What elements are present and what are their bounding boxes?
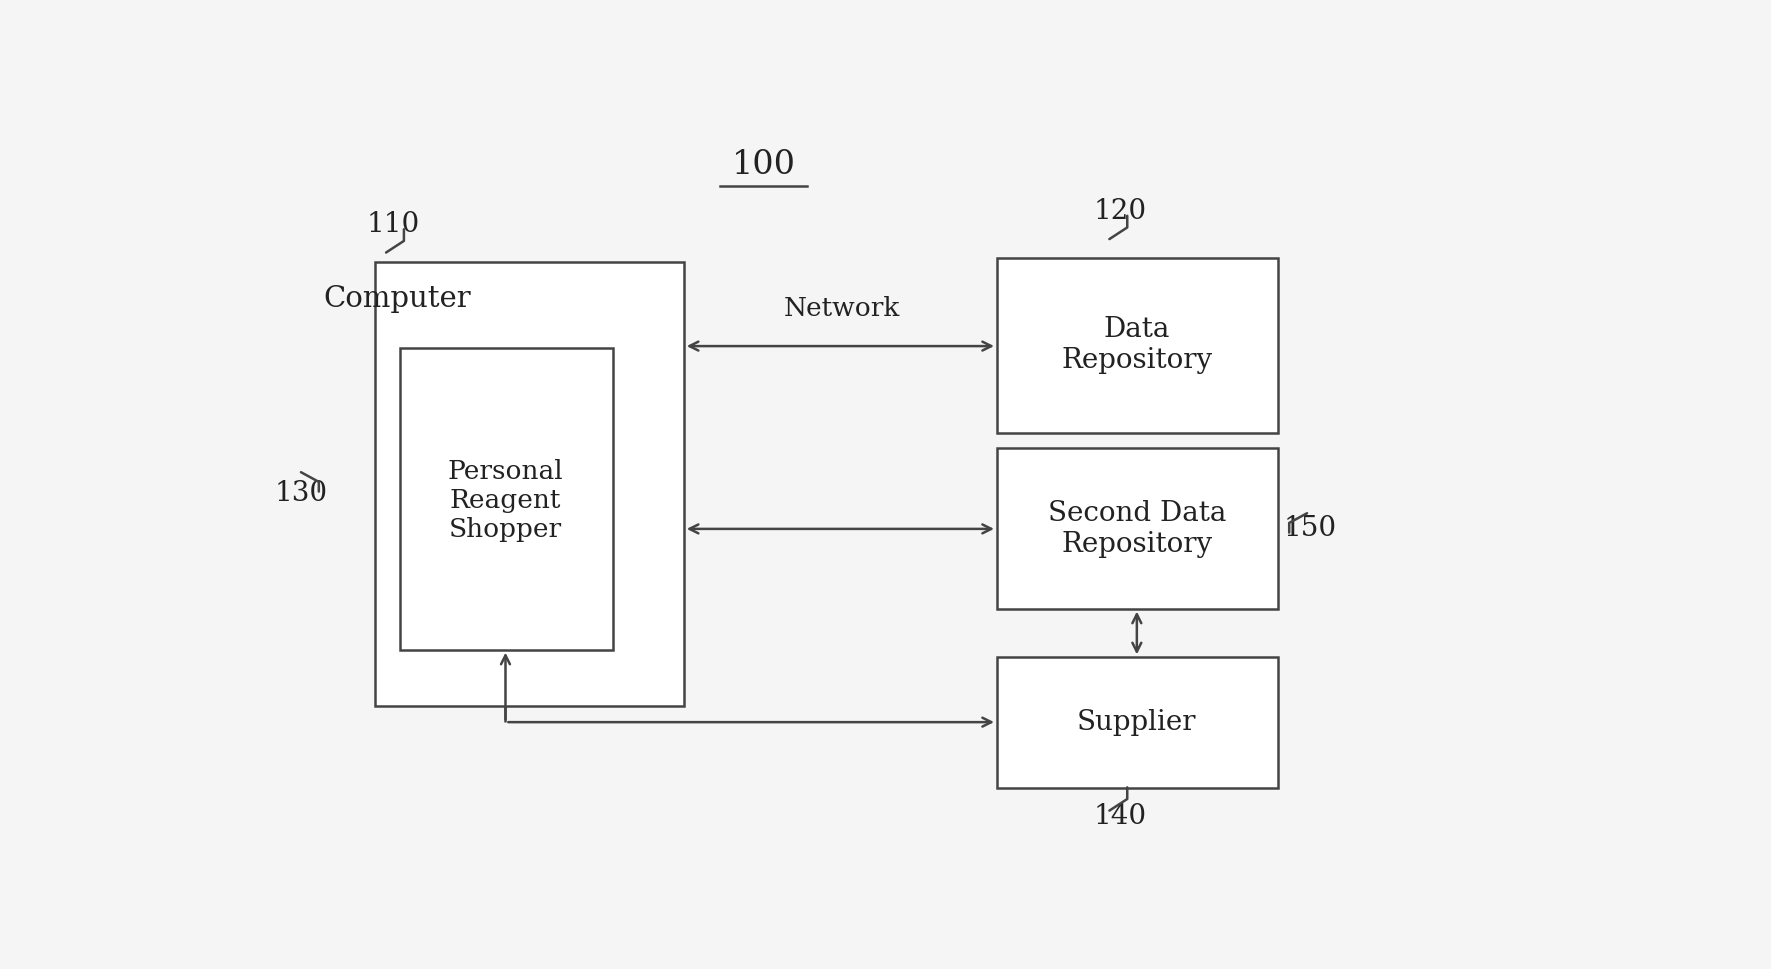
Text: 110: 110 [367, 211, 420, 238]
Text: Data
Repository: Data Repository [1061, 316, 1213, 374]
Text: Second Data
Repository: Second Data Repository [1048, 500, 1226, 558]
Text: Computer: Computer [324, 285, 471, 313]
Bar [997, 258, 1279, 433]
Text: 150: 150 [1284, 516, 1337, 543]
Text: Supplier: Supplier [1077, 708, 1197, 735]
Bar [997, 449, 1279, 609]
Bar [997, 657, 1279, 788]
Bar [375, 262, 684, 705]
Text: Personal
Reagent
Shopper: Personal Reagent Shopper [448, 459, 563, 542]
Text: Network: Network [783, 296, 900, 321]
Text: 100: 100 [731, 149, 795, 181]
Bar [400, 348, 613, 650]
Text: 140: 140 [1094, 802, 1148, 829]
Text: 130: 130 [275, 480, 328, 507]
Text: 120: 120 [1094, 198, 1148, 225]
